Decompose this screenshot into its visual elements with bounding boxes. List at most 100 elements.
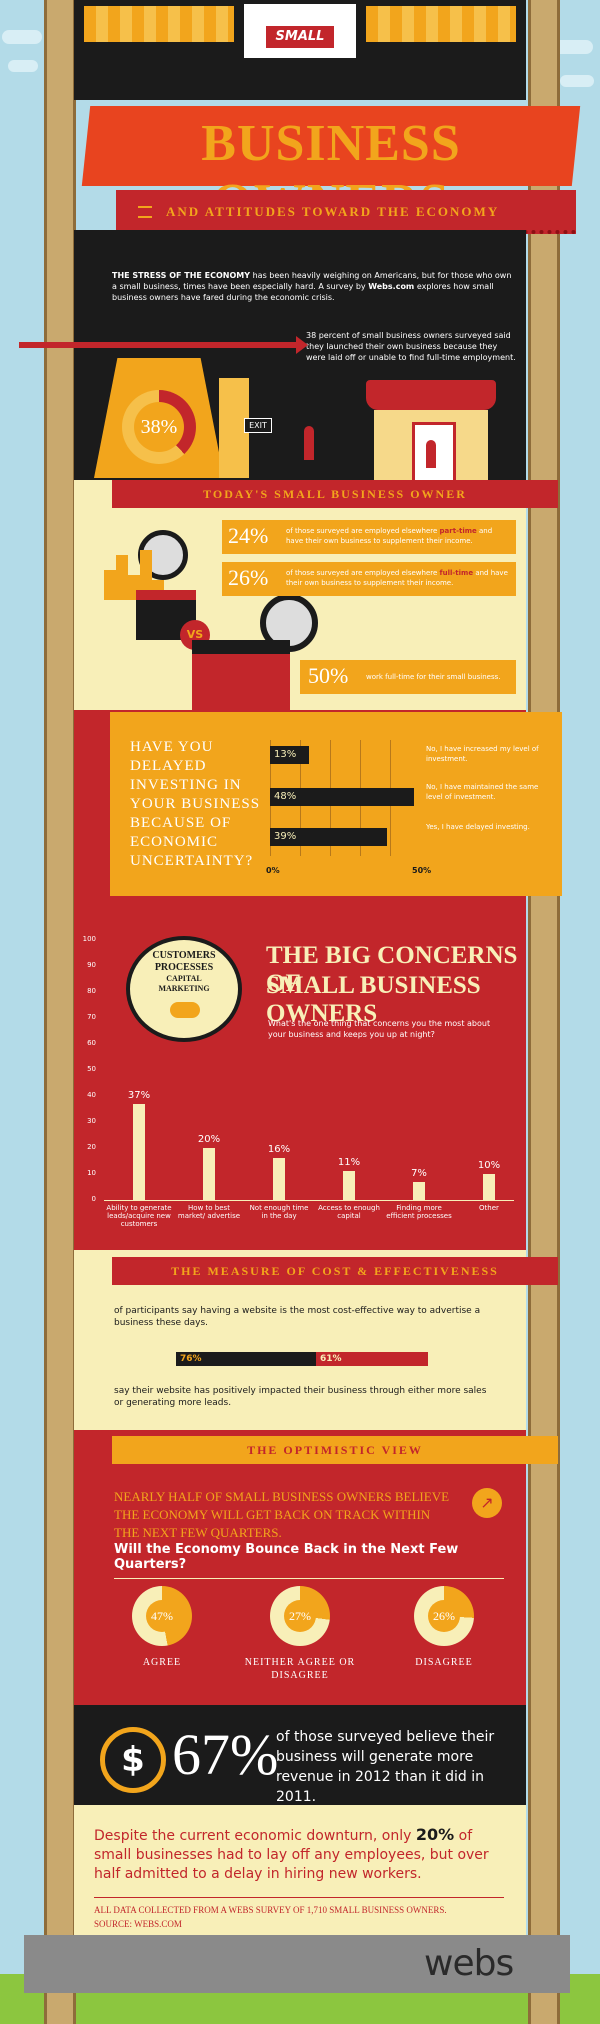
donut-chart: 47%: [132, 1586, 192, 1646]
closing-section: Despite the current economic downturn, o…: [74, 1805, 526, 1945]
y-tick-label: 40: [87, 1091, 96, 1099]
stat-value: 26%: [228, 565, 269, 590]
concern-value-label: 11%: [337, 1157, 361, 1169]
stat-text-a: work full-time for their small business.: [366, 673, 501, 681]
measure-pct-b: 61%: [320, 1354, 342, 1364]
divider: [94, 1897, 504, 1898]
intro-section: THE STRESS OF THE ECONOMY has been heavi…: [19, 230, 526, 486]
webs-logo: webs: [424, 1943, 514, 1984]
shop-building: [374, 410, 488, 486]
axis-max-label: 50%: [412, 866, 432, 875]
optimistic-question: Will the Economy Bounce Back in the Next…: [114, 1542, 504, 1579]
answer-label: No, I have maintained the same level of …: [426, 783, 539, 801]
stat-text-b: and have their own business to supplemen…: [286, 569, 508, 587]
y-tick-label: 70: [87, 1013, 96, 1021]
y-tick-label: 0: [91, 1195, 96, 1203]
stat-row: 50% work full-time for their small busin…: [300, 660, 516, 694]
closing-highlight: 20%: [415, 1825, 455, 1844]
sleeper-icon: [170, 1002, 200, 1018]
left-window: [84, 6, 234, 42]
big-shop-icon: [192, 640, 290, 714]
concern-bar: [413, 1181, 425, 1200]
concern-bar: [483, 1174, 495, 1200]
y-tick-label: 20: [87, 1143, 96, 1151]
revenue-text: of those surveyed believe their business…: [276, 1729, 495, 1805]
awning: BUSINESS OWNERS AND ATTITUDES TOWARD THE…: [81, 100, 581, 234]
investing-bar-label: 48%: [274, 791, 297, 802]
measure-bar-a: 76%: [176, 1352, 316, 1366]
stat-highlight: full-time: [439, 569, 474, 577]
stat-row: 26% of those surveyed are employed elsew…: [222, 562, 516, 596]
data-note: ALL DATA COLLECTED FROM A WEBS SURVEY OF…: [94, 1905, 447, 1915]
concern-category-label: Access to enough capital: [318, 1204, 380, 1220]
measure-top-text: of participants say having a website is …: [114, 1306, 481, 1328]
donut-chart: 26%: [414, 1586, 474, 1646]
optimistic-claim: NEARLY HALF OF SMALL BUSINESS OWNERS BEL…: [114, 1489, 450, 1540]
revenue-section: $ 67% of those surveyed believe their bu…: [74, 1705, 526, 1805]
stat-text: of those surveyed are employed elsewhere…: [286, 526, 510, 546]
cloud: [2, 30, 42, 44]
concerns-title-b: SMALL BUSINESS OWNERS: [266, 972, 481, 1027]
y-tick-label: 10: [87, 1169, 96, 1177]
donut-chart: 27%: [270, 1586, 330, 1646]
intro-body-b: explores how small business owners have …: [112, 282, 494, 302]
concerns-question: What's the one thing that concerns you t…: [268, 1019, 491, 1039]
concern-value-label: 10%: [477, 1160, 501, 1171]
concern-value-label: 20%: [197, 1134, 221, 1145]
source-note: SOURCE: WEBS.COM: [94, 1919, 182, 1929]
donut-value: 27%: [284, 1600, 316, 1632]
investing-bar: 48%: [270, 788, 414, 806]
bubble-word: PROCESSES: [154, 962, 214, 973]
bubble-word: CAPITAL: [166, 974, 202, 983]
stat-text-a: of those surveyed are employed elsewhere: [286, 527, 438, 535]
sign-label: SMALL: [266, 26, 334, 48]
optimistic-section: NEARLY HALF OF SMALL BUSINESS OWNERS BEL…: [74, 1430, 526, 1705]
investing-bar-label: 13%: [274, 749, 297, 760]
y-tick-label: 50: [87, 1065, 96, 1073]
red-arrow-head: [296, 336, 308, 354]
pillar-base: webs: [24, 1935, 570, 1993]
exit-sign: EXIT: [244, 418, 272, 433]
concern-bar: [133, 1103, 145, 1200]
concern-category-label: How to best market/ advertise: [177, 1204, 241, 1220]
today-ribbon: TODAY'S SMALL BUSINESS OWNER: [112, 480, 558, 508]
right-pillar: [528, 0, 560, 2024]
optimistic-ribbon: THE OPTIMISTIC VIEW: [112, 1436, 558, 1464]
laidoff-text: 38 percent of small business owners surv…: [306, 331, 516, 362]
cloud: [8, 60, 38, 72]
closing-text-a: Despite the current economic downturn, o…: [94, 1828, 412, 1844]
right-window: [366, 6, 516, 42]
store-sign: SMALL: [244, 4, 356, 58]
stat-text: of those surveyed are employed elsewhere…: [286, 568, 510, 588]
investing-question: HAVE YOU DELAYED INVESTING IN YOUR BUSIN…: [130, 739, 261, 869]
stat-row: 24% of those surveyed are employed elsew…: [222, 520, 516, 554]
today-section: VS 24% of those surveyed are employed el…: [74, 480, 526, 714]
red-arrow: [19, 342, 299, 348]
intro-body-a: has been heavily weighing on Americans, …: [112, 271, 512, 291]
shop-roof: [366, 380, 496, 410]
concerns-section: CUSTOMERS PROCESSES CAPITAL MARKETING TH…: [74, 910, 526, 1250]
menu-icon: [138, 206, 152, 218]
stat-highlight: part-time: [439, 527, 477, 535]
intro-paragraph: THE STRESS OF THE ECONOMY has been heavi…: [112, 270, 512, 303]
concern-bar: [343, 1171, 355, 1200]
subtitle: AND ATTITUDES TOWARD THE ECONOMY: [166, 204, 500, 219]
donut-label: NEITHER AGREE OR DISAGREE: [244, 1657, 356, 1681]
stat-value: 24%: [228, 523, 269, 548]
concern-value-label: 16%: [267, 1144, 291, 1156]
measure-ribbon: THE MEASURE OF COST & EFFECTIVENESS: [112, 1257, 558, 1285]
intro-lead: THE STRESS OF THE ECONOMY: [112, 271, 251, 280]
y-tick-label: 100: [82, 935, 96, 943]
answer-label: Yes, I have delayed investing.: [426, 823, 530, 831]
bubble-word: CUSTOMERS: [152, 950, 216, 961]
investing-bar: 13%: [270, 746, 309, 764]
concern-bar: [203, 1148, 215, 1200]
answer-label: No, I have increased my level of investm…: [426, 745, 539, 763]
stat-text: work full-time for their small business.: [366, 672, 512, 682]
laidoff-ring: 38%: [122, 390, 196, 464]
person-icon: [304, 426, 314, 460]
concern-value-label: 37%: [127, 1089, 151, 1101]
cloud: [560, 75, 594, 87]
investing-panel: HAVE YOU DELAYED INVESTING IN YOUR BUSIN…: [110, 712, 562, 896]
shopkeeper-icon: [426, 440, 436, 468]
